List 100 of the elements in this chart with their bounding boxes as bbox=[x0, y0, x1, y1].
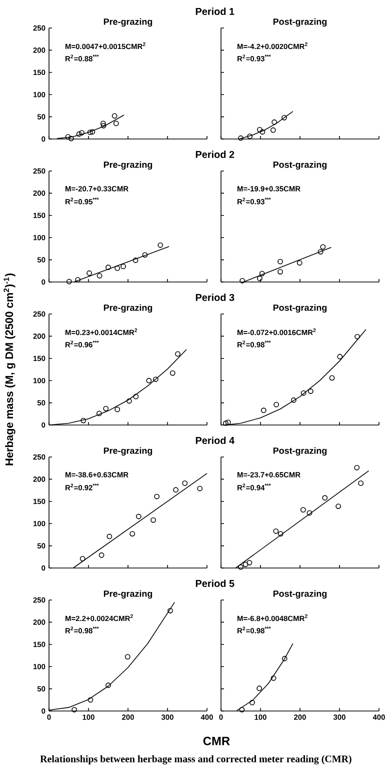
point bbox=[247, 134, 253, 140]
point bbox=[282, 656, 288, 662]
point bbox=[257, 126, 262, 132]
point bbox=[318, 249, 324, 254]
chart-subtitle: Pre-grazing bbox=[104, 590, 152, 599]
chart-title: Period 2 bbox=[196, 150, 234, 158]
point bbox=[136, 514, 142, 520]
point bbox=[126, 398, 132, 404]
point bbox=[113, 120, 119, 126]
point bbox=[158, 242, 164, 248]
point bbox=[72, 706, 77, 712]
point bbox=[278, 531, 284, 537]
point bbox=[308, 388, 314, 394]
point bbox=[290, 397, 296, 403]
point bbox=[242, 562, 248, 568]
point bbox=[306, 510, 312, 516]
point bbox=[354, 464, 360, 470]
point bbox=[274, 402, 279, 408]
point bbox=[86, 270, 92, 276]
point bbox=[197, 486, 203, 492]
point bbox=[238, 564, 244, 570]
point bbox=[256, 686, 262, 692]
point bbox=[300, 390, 306, 396]
point bbox=[336, 504, 342, 509]
point bbox=[96, 410, 102, 416]
point bbox=[87, 130, 93, 136]
point bbox=[223, 420, 228, 426]
point bbox=[320, 244, 326, 250]
chart-subtitle: Pre-grazing bbox=[104, 447, 152, 456]
point bbox=[75, 277, 81, 282]
point bbox=[65, 134, 71, 140]
chart-subtitle: Pre-grazing bbox=[104, 304, 152, 313]
point bbox=[246, 560, 252, 566]
point bbox=[273, 528, 279, 534]
point bbox=[250, 700, 255, 706]
point bbox=[260, 408, 266, 414]
chart-subtitle: Post-grazing bbox=[273, 18, 327, 27]
y-axis-title: Herbage mass (M, g DM (2500 cm$^{2}$)$^{-1}$) bbox=[4, 274, 16, 466]
point bbox=[88, 697, 94, 703]
point bbox=[358, 480, 364, 486]
chart-subtitle: Post-grazing bbox=[273, 447, 327, 456]
point bbox=[257, 276, 262, 282]
point bbox=[80, 556, 86, 562]
chart-title: Period 4 bbox=[196, 436, 234, 444]
point bbox=[354, 334, 360, 340]
chart-subtitle: Pre-grazing bbox=[104, 18, 152, 27]
point bbox=[98, 552, 104, 558]
point bbox=[124, 654, 130, 660]
point bbox=[132, 258, 138, 263]
point bbox=[260, 129, 266, 135]
point bbox=[154, 494, 160, 500]
chart-subtitle: Pre-grazing bbox=[104, 161, 152, 170]
point bbox=[225, 420, 231, 426]
point bbox=[90, 129, 96, 135]
point bbox=[282, 114, 287, 120]
point bbox=[270, 675, 276, 681]
point bbox=[322, 495, 328, 501]
chart-subtitle: Post-grazing bbox=[273, 590, 327, 599]
point bbox=[329, 375, 335, 381]
point bbox=[152, 376, 158, 382]
point bbox=[142, 252, 148, 258]
point bbox=[114, 406, 120, 412]
point bbox=[100, 122, 106, 128]
text: Relationships between herbage mass and corrected meter reading (CMR) bbox=[40, 755, 352, 764]
point bbox=[175, 351, 180, 357]
point bbox=[278, 269, 283, 274]
point bbox=[278, 258, 283, 264]
point bbox=[100, 120, 106, 126]
point bbox=[120, 264, 126, 270]
point bbox=[150, 517, 156, 523]
point bbox=[170, 370, 176, 376]
point bbox=[114, 266, 120, 271]
point bbox=[168, 608, 173, 614]
point bbox=[337, 354, 343, 360]
point bbox=[259, 270, 265, 276]
point bbox=[112, 113, 118, 119]
chart-subtitle: Post-grazing bbox=[273, 161, 327, 170]
point bbox=[96, 273, 102, 278]
point bbox=[182, 480, 188, 486]
x-axis-title: CMR bbox=[203, 736, 230, 746]
point bbox=[79, 130, 84, 136]
point bbox=[106, 534, 112, 540]
point bbox=[173, 487, 178, 493]
point bbox=[300, 507, 306, 513]
chart-title: Period 1 bbox=[196, 8, 234, 15]
chart-title: Period 3 bbox=[196, 294, 234, 302]
point bbox=[130, 531, 136, 537]
point bbox=[272, 119, 278, 125]
point bbox=[68, 136, 74, 142]
point bbox=[76, 131, 82, 137]
point bbox=[133, 394, 139, 400]
point bbox=[238, 135, 244, 141]
point bbox=[270, 127, 276, 133]
point bbox=[296, 260, 302, 266]
point bbox=[239, 706, 245, 712]
chart-subtitle: Post-grazing bbox=[273, 304, 327, 313]
point bbox=[146, 378, 152, 384]
point bbox=[106, 264, 111, 270]
point bbox=[80, 418, 86, 424]
chart-title: Period 5 bbox=[196, 580, 234, 588]
